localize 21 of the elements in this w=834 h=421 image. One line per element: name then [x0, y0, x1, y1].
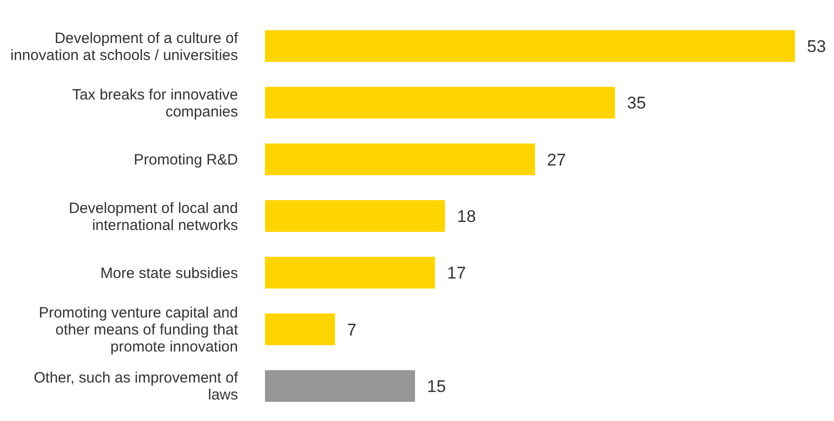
y-tick-label: Promoting R&D: [134, 152, 238, 169]
bar: [265, 370, 415, 402]
y-tick-label: Promoting venture capital and other means of funding that promote innovation: [38, 304, 239, 356]
y-tick-label: Development of a culture of innovation at schools / universities: [10, 30, 239, 64]
bar: [265, 30, 795, 62]
bar: [265, 313, 335, 346]
data-label: 18: [457, 206, 476, 226]
y-tick-label: More state subsidies: [100, 264, 238, 282]
y-tick-label: Tax breaks for innovative companies: [72, 86, 238, 120]
data-label: 35: [627, 94, 646, 113]
data-label: 53: [807, 36, 826, 56]
data-label: 7: [347, 320, 356, 340]
bar: [265, 200, 445, 232]
y-tick-label: Development of local and international networks: [68, 200, 238, 234]
y-tick-label: Other, such as improvement of laws: [34, 370, 239, 404]
data-label: 15: [427, 376, 446, 396]
bar: [265, 143, 535, 176]
data-label: 17: [447, 264, 466, 283]
data-label: 27: [547, 150, 566, 170]
bar: [265, 86, 615, 119]
bar: [265, 256, 435, 289]
